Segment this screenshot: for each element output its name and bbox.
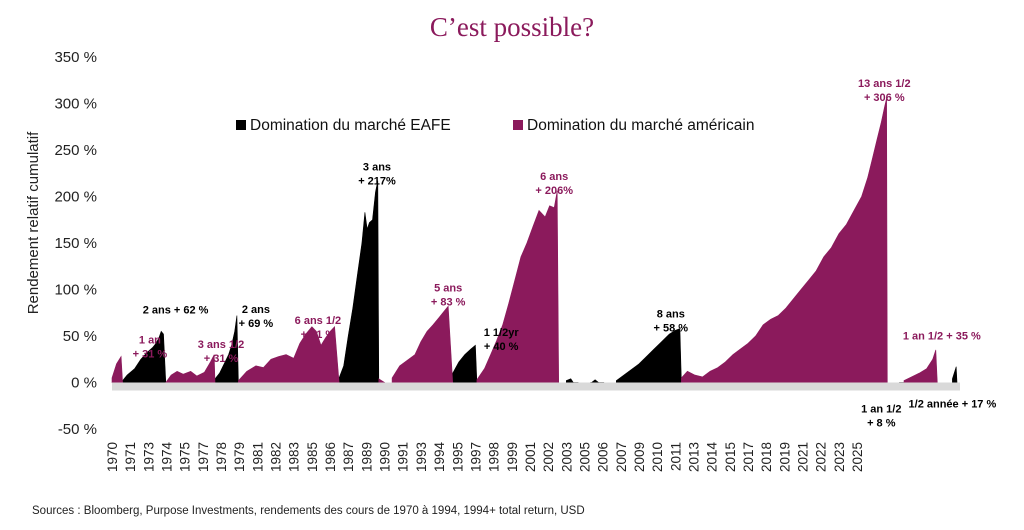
x-tick-label: 1975 — [178, 442, 193, 472]
x-tick-label: 2001 — [523, 442, 538, 472]
x-tick-label: 1990 — [378, 442, 393, 472]
x-tick-label: 1994 — [432, 442, 447, 473]
us-area-segment — [378, 378, 386, 383]
zero-axis-band-rect — [112, 382, 960, 391]
x-tick-label: 2005 — [578, 442, 593, 472]
x-tick-label: 2022 — [814, 442, 829, 472]
y-tick-label: 200 % — [54, 189, 97, 206]
y-tick-label: -50 % — [58, 421, 97, 438]
us-area-segment — [681, 97, 888, 383]
legend-swatch-eafe — [236, 120, 246, 130]
x-tick-label: 2013 — [687, 442, 702, 472]
x-tick-label: 1995 — [450, 442, 465, 472]
x-tick-label: 2018 — [759, 442, 774, 472]
x-tick-label: 1982 — [269, 442, 284, 472]
data-annotation: 1 an + 31 % — [133, 334, 168, 360]
y-axis-label: Rendement relatif cumulatif — [25, 131, 42, 314]
zero-axis-band — [112, 382, 960, 391]
data-annotation: 1/2 année + 17 % — [909, 399, 997, 411]
x-tick-label: 2003 — [559, 442, 574, 472]
data-annotation: 8 ans + 58 % — [654, 308, 689, 334]
y-tick-label: 150 % — [54, 235, 97, 252]
y-tick-label: 50 % — [63, 328, 97, 345]
data-annotation: 2 ans + 62 % — [143, 305, 209, 317]
us-area-segment — [391, 305, 454, 383]
x-tick-label: 1970 — [105, 442, 120, 472]
eafe-area-segment — [616, 328, 682, 383]
y-tick-label: 0 % — [71, 375, 97, 392]
x-tick-label: 2017 — [741, 442, 756, 472]
us-area-segment — [476, 190, 560, 383]
data-annotation: 3 ans + 217% — [358, 162, 396, 188]
legend-label-eafe: Domination du marché EAFE — [250, 117, 451, 134]
y-tick-label: 100 % — [54, 282, 97, 299]
data-annotation: 6 ans 1/2 + 61 % — [295, 315, 341, 341]
eafe-area-segment — [452, 344, 478, 383]
y-axis-label-group: Rendement relatif cumulatif — [25, 131, 42, 314]
x-tick-label: 2009 — [632, 442, 647, 472]
x-tick-label: 2019 — [777, 442, 792, 472]
us-area-segment — [903, 349, 938, 383]
x-tick-label: 1987 — [341, 442, 356, 472]
x-tick-label: 1978 — [214, 442, 229, 472]
data-annotation: 5 ans + 83 % — [431, 282, 466, 308]
us-area-segment — [165, 354, 216, 383]
legend-label-us: Domination du marché américain — [527, 117, 754, 134]
legend-swatch-us — [513, 120, 523, 130]
source-note: Sources : Bloomberg, Purpose Investments… — [32, 505, 585, 517]
y-tick-label: 300 % — [54, 96, 97, 113]
eafe-area-segment — [214, 315, 239, 383]
x-tick-label: 2015 — [723, 442, 738, 472]
x-tick-label: 2025 — [850, 442, 865, 472]
eafe-area-segment — [952, 366, 958, 383]
data-annotation: 6 ans + 206% — [535, 171, 573, 197]
legend: Domination du marché EAFE Domination du m… — [236, 117, 754, 134]
x-tick-label: 1986 — [323, 442, 338, 472]
x-tick-label: 2007 — [614, 442, 629, 472]
y-tick-label: 250 % — [54, 142, 97, 159]
eafe-area-segment — [122, 330, 167, 383]
x-tick-label: 2023 — [832, 442, 847, 472]
x-tick-label: 2010 — [650, 442, 665, 472]
x-tick-label: 1997 — [468, 442, 483, 472]
data-annotation: 1 an 1/2 + 35 % — [903, 331, 981, 343]
chart-areas — [111, 97, 958, 386]
x-tick-label: 2014 — [705, 442, 720, 473]
x-tick-label: 1991 — [396, 442, 411, 472]
x-tick-label: 1973 — [141, 442, 156, 472]
x-tick-label: 1974 — [160, 442, 175, 473]
y-tick-label: 350 % — [54, 49, 97, 66]
data-annotation: 3 ans 1/2 + 31 % — [198, 339, 244, 365]
x-tick-label: 1977 — [196, 442, 211, 472]
x-tick-label: 1989 — [359, 442, 374, 472]
x-tick-label: 1979 — [232, 442, 247, 472]
us-area-segment — [111, 355, 123, 383]
x-tick-label: 1993 — [414, 442, 429, 472]
x-tick-label: 1998 — [487, 442, 502, 472]
x-tick-label: 2021 — [796, 442, 811, 472]
eafe-area-segment — [338, 180, 380, 383]
x-tick-label: 1981 — [250, 442, 265, 472]
x-tick-label: 1983 — [287, 442, 302, 472]
us-area-segment — [238, 326, 340, 383]
x-ticks: 1970 1971 1973 1974 1975 1977 1978 1979 1981 1982… — [105, 442, 865, 473]
data-annotation: 13 ans 1/2 + 306 % — [858, 78, 911, 104]
chart-title: C’est possible? — [429, 12, 595, 42]
data-annotation: 1 1/2yr + 40 % — [484, 327, 520, 353]
x-tick-label: 1971 — [123, 442, 138, 472]
x-tick-label: 2011 — [668, 442, 683, 471]
y-ticks: 350 % 300 % 250 % 200 % 150 % 100 % 50 % 0 % -50… — [54, 49, 97, 438]
data-annotation: 2 ans + 69 % — [239, 304, 274, 330]
x-tick-label: 1999 — [505, 442, 520, 472]
x-tick-label: 2006 — [596, 442, 611, 472]
data-annotation: 1 an 1/2 + 8 % — [861, 403, 901, 429]
x-tick-label: 1985 — [305, 442, 320, 472]
annotations: 1 an + 31 % 2 ans + 62 % 3 ans 1/2 + 31 % 2 a… — [133, 78, 997, 429]
x-tick-label: 2002 — [541, 442, 556, 472]
